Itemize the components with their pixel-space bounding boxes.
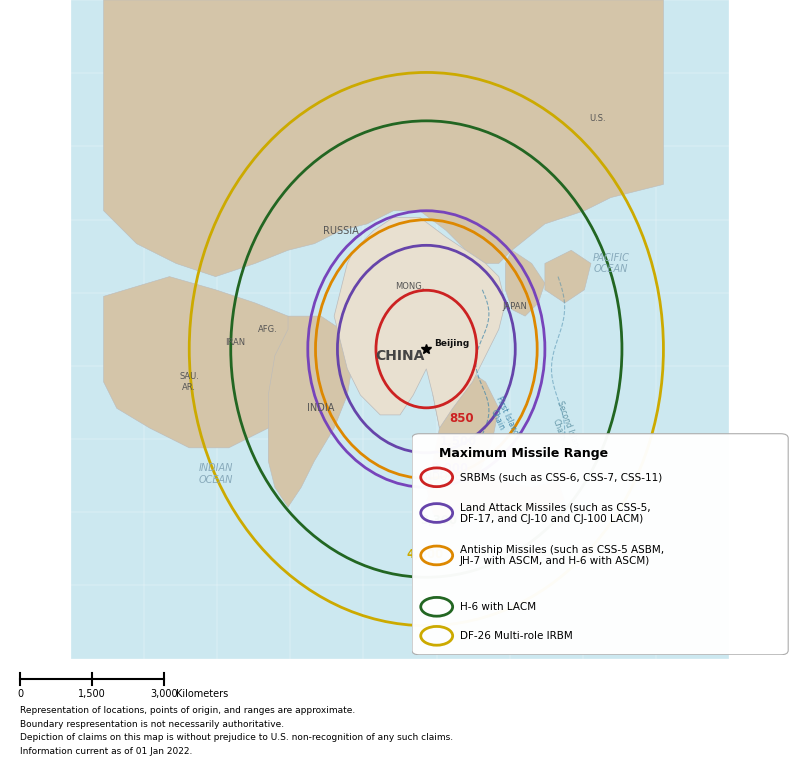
Text: First Island
Chain: First Island Chain [485,395,520,441]
Text: JAPAN: JAPAN [503,302,528,310]
Text: Maximum Missile Range: Maximum Missile Range [438,447,608,460]
Polygon shape [268,316,354,507]
Polygon shape [506,251,545,316]
Polygon shape [426,474,565,520]
Text: 1,500: 1,500 [439,435,477,447]
Polygon shape [104,0,663,276]
Polygon shape [426,369,498,527]
Text: U.S.: U.S. [590,114,606,123]
Text: 1,500: 1,500 [78,689,106,699]
Text: 2,000: 2,000 [432,463,469,475]
Text: INDIAN
OCEAN: INDIAN OCEAN [198,463,233,485]
Text: AFG.: AFG. [258,325,278,334]
Text: 3,000: 3,000 [150,689,178,699]
Text: SRBMs (such as CSS-6, CSS-7, CSS-11): SRBMs (such as CSS-6, CSS-7, CSS-11) [459,472,662,482]
Text: Kilometers: Kilometers [176,689,228,699]
Text: Information current as of 01 Jan 2022.: Information current as of 01 Jan 2022. [20,747,192,756]
Text: Beijing: Beijing [434,339,470,348]
Text: 4,000: 4,000 [406,548,444,561]
Text: SAU.
AR.: SAU. AR. [179,372,199,391]
Text: 1,870: 1,870 [436,449,474,463]
Text: Land Attack Missiles (such as CSS-5,
DF-17, and CJ-10 and CJ-100 LACM): Land Attack Missiles (such as CSS-5, DF-… [459,502,650,524]
Text: Antiship Missiles (such as CSS-5 ASBM,
JH-7 with ASCM, and H-6 with ASCM): Antiship Missiles (such as CSS-5 ASBM, J… [459,544,664,566]
Text: 850: 850 [450,412,474,425]
Text: RUSSIA: RUSSIA [323,226,358,235]
Text: MONG.: MONG. [395,282,425,291]
Text: 3,300: 3,300 [420,514,457,527]
Text: PACIFIC
OCEAN: PACIFIC OCEAN [592,253,629,274]
Text: IRAN: IRAN [226,338,246,347]
Text: Representation of locations, points of origin, and ranges are approximate.: Representation of locations, points of o… [20,706,355,715]
Text: H-6 with LACM: H-6 with LACM [459,602,536,612]
Polygon shape [104,276,334,448]
Text: Second Island
Chain: Second Island Chain [545,400,582,456]
Text: DF-26 Multi-role IRBM: DF-26 Multi-role IRBM [459,631,572,641]
Polygon shape [545,251,591,303]
Text: CHINA: CHINA [375,349,425,363]
FancyBboxPatch shape [412,434,788,655]
Text: INDIA: INDIA [307,403,334,413]
Text: Depiction of claims on this map is without prejudice to U.S. non-recognition of : Depiction of claims on this map is witho… [20,734,453,743]
Text: Boundary respresentation is not necessarily authoritative.: Boundary respresentation is not necessar… [20,720,284,729]
Text: INDONESIA: INDONESIA [422,472,477,482]
Polygon shape [334,217,506,428]
Text: 0: 0 [17,689,23,699]
